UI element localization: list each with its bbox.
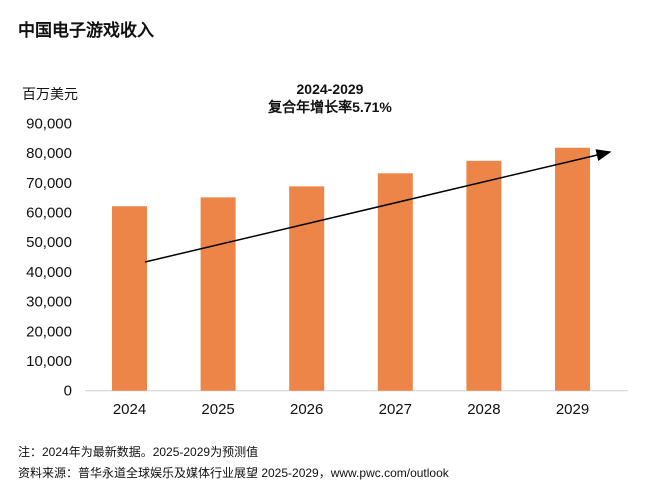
y-tick-label: 40,000 xyxy=(26,264,72,281)
x-tick-label: 2027 xyxy=(379,401,412,418)
bar-2025 xyxy=(200,197,236,391)
footnote: 注：2024年为最新数据。2025-2029为预测值 xyxy=(18,445,259,459)
bar-2024 xyxy=(112,206,147,391)
y-tick-label: 50,000 xyxy=(26,234,72,251)
bar-2026 xyxy=(289,186,325,391)
bar-2028 xyxy=(466,160,502,391)
bar-2029 xyxy=(555,147,590,391)
y-tick-label: 10,000 xyxy=(26,353,72,370)
y-tick-label: 80,000 xyxy=(26,145,72,162)
y-axis-label: 百万美元 xyxy=(22,86,78,102)
annotation-period: 2024-2029 xyxy=(296,81,364,97)
cagr-annotation: 2024-2029 复合年增长率5.71% xyxy=(230,80,430,116)
chart-title: 中国电子游戏收入 xyxy=(18,21,154,40)
y-tick-label: 90,000 xyxy=(26,115,72,132)
x-tick-label: 2026 xyxy=(290,401,323,418)
y-tick-label: 0 xyxy=(64,383,72,400)
x-tick-label: 2025 xyxy=(201,401,234,418)
trend-arrow xyxy=(144,149,612,263)
y-tick-label: 70,000 xyxy=(26,175,72,192)
y-tick-label: 30,000 xyxy=(26,294,72,311)
x-tick-label: 2029 xyxy=(556,401,589,418)
source-note: 资料来源：普华永道全球娱乐及媒体行业展望 2025-2029，www.pwc.c… xyxy=(18,466,449,480)
y-tick-label: 60,000 xyxy=(26,205,72,222)
bar-2027 xyxy=(377,173,413,391)
y-tick-label: 20,000 xyxy=(26,323,72,340)
x-tick-label: 2028 xyxy=(467,401,500,418)
x-tick-label: 2024 xyxy=(113,401,146,418)
annotation-cagr: 复合年增长率5.71% xyxy=(268,99,392,115)
